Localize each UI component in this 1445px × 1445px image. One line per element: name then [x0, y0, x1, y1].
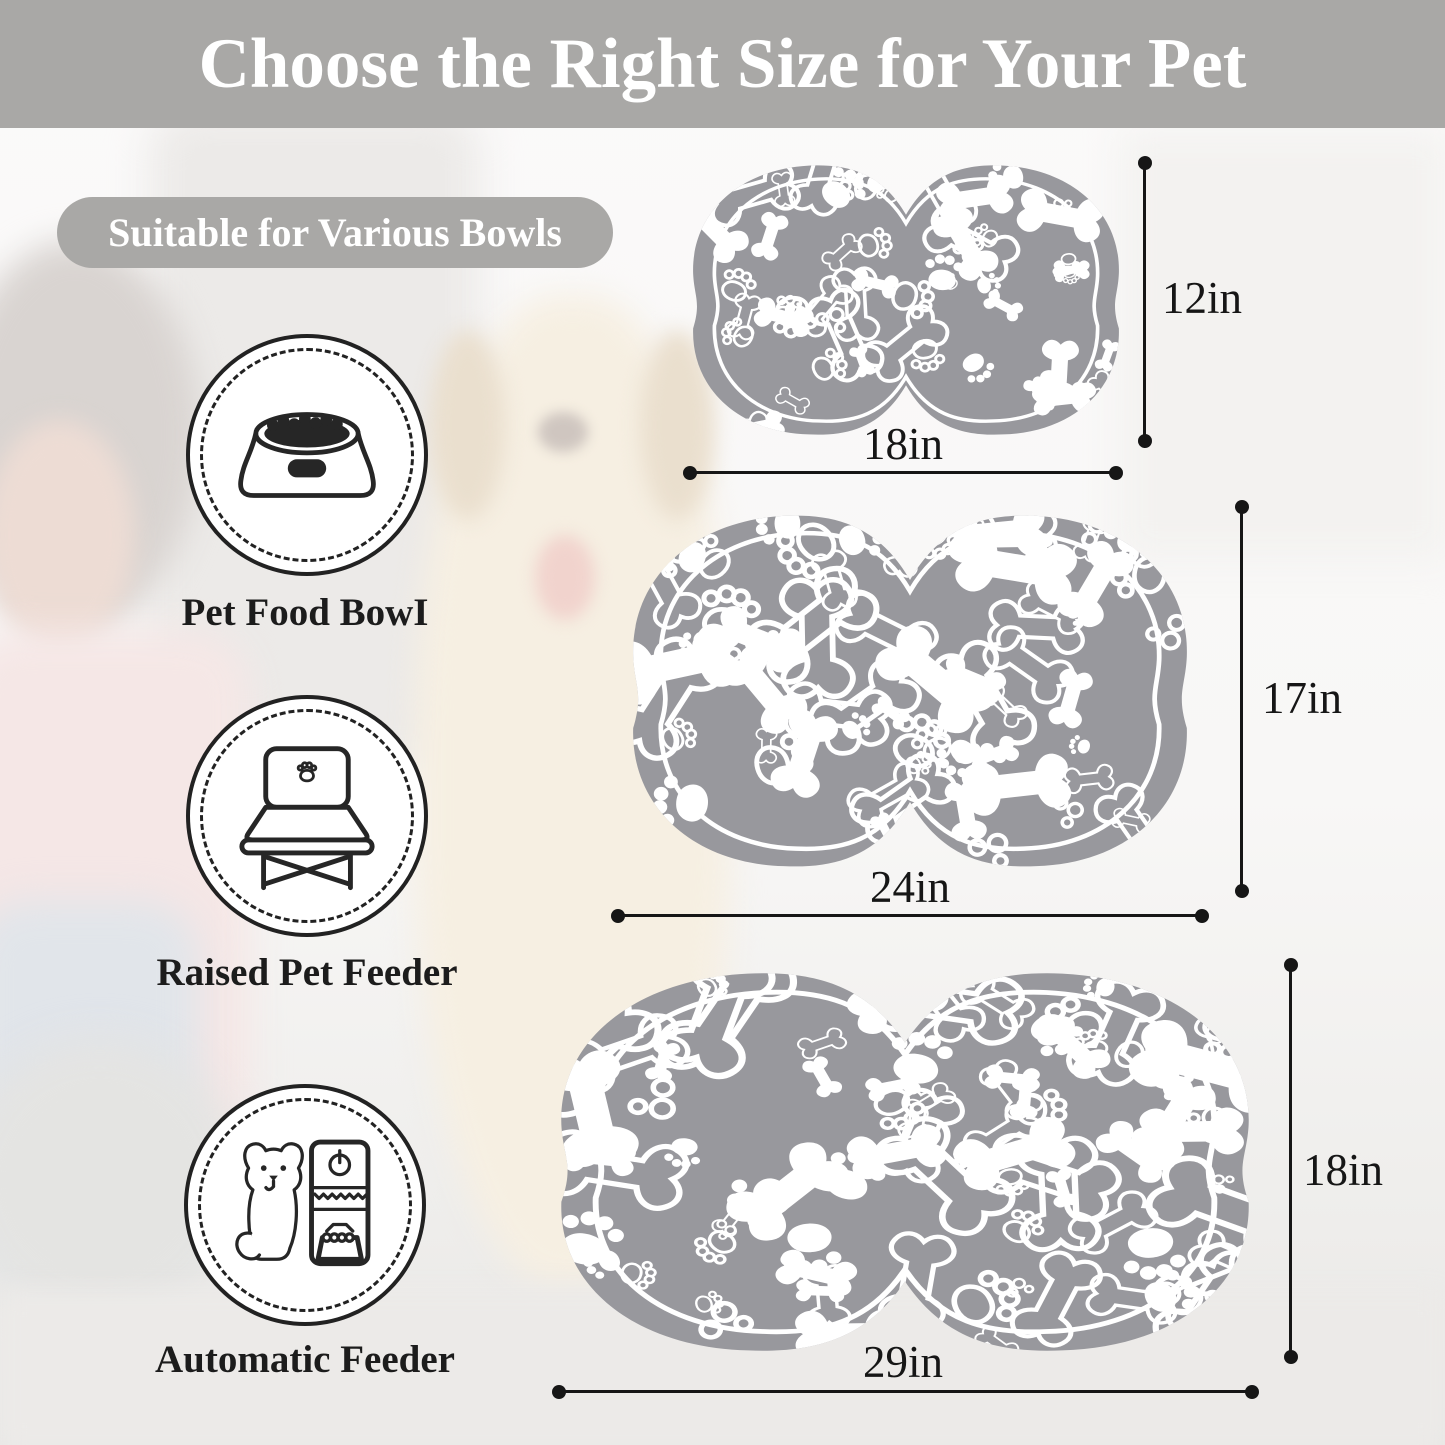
dashed-ring	[200, 348, 414, 562]
pet-food-bowl-card	[186, 334, 428, 576]
background-woman-hair	[0, 240, 200, 630]
bone-mat-large	[561, 973, 1249, 1351]
height-dimension-line-medium	[1234, 500, 1249, 898]
height-dimension-label-medium: 17in	[1261, 673, 1343, 723]
width-dimension-label-medium: 24in	[869, 862, 951, 912]
automatic-feeder-icon	[235, 1139, 371, 1267]
width-dimension-label-large: 29in	[862, 1337, 944, 1387]
suitability-badge: Suitable for Various Bowls	[57, 197, 613, 268]
pet-food-bowl-icon	[238, 412, 376, 498]
height-dimension-line-large	[1283, 958, 1298, 1364]
suitability-badge-label: Suitable for Various Bowls	[108, 210, 562, 255]
bone-mat-small	[693, 165, 1119, 435]
height-dimension-label-large: 18in	[1302, 1145, 1384, 1195]
width-dimension-line-small	[683, 465, 1123, 480]
width-dimension-label-small: 18in	[862, 419, 944, 469]
dashed-ring	[200, 709, 414, 923]
automatic-feeder-label: Automatic Feeder	[155, 1338, 455, 1381]
bone-mat-medium	[633, 515, 1200, 876]
raised-pet-feeder-icon	[239, 746, 375, 891]
pet-food-bowl-label: Pet Food BowI	[181, 591, 429, 634]
raised-pet-feeder-label: Raised Pet Feeder	[156, 951, 458, 994]
width-dimension-line-medium	[611, 908, 1209, 923]
title-banner: Choose the Right Size for Your Pet	[0, 0, 1445, 128]
raised-pet-feeder-card	[186, 695, 428, 937]
width-dimension-line-large	[552, 1384, 1259, 1399]
height-dimension-line-small	[1137, 156, 1152, 448]
background-wall	[1120, 130, 1445, 560]
height-dimension-label-small: 12in	[1161, 273, 1243, 323]
automatic-feeder-card	[184, 1084, 426, 1326]
background-dog-tongue	[535, 535, 595, 620]
background-dog-nose	[538, 412, 588, 452]
background-dog-ear	[430, 330, 505, 520]
page-title: Choose the Right Size for Your Pet	[198, 24, 1247, 103]
dashed-ring	[198, 1098, 412, 1312]
